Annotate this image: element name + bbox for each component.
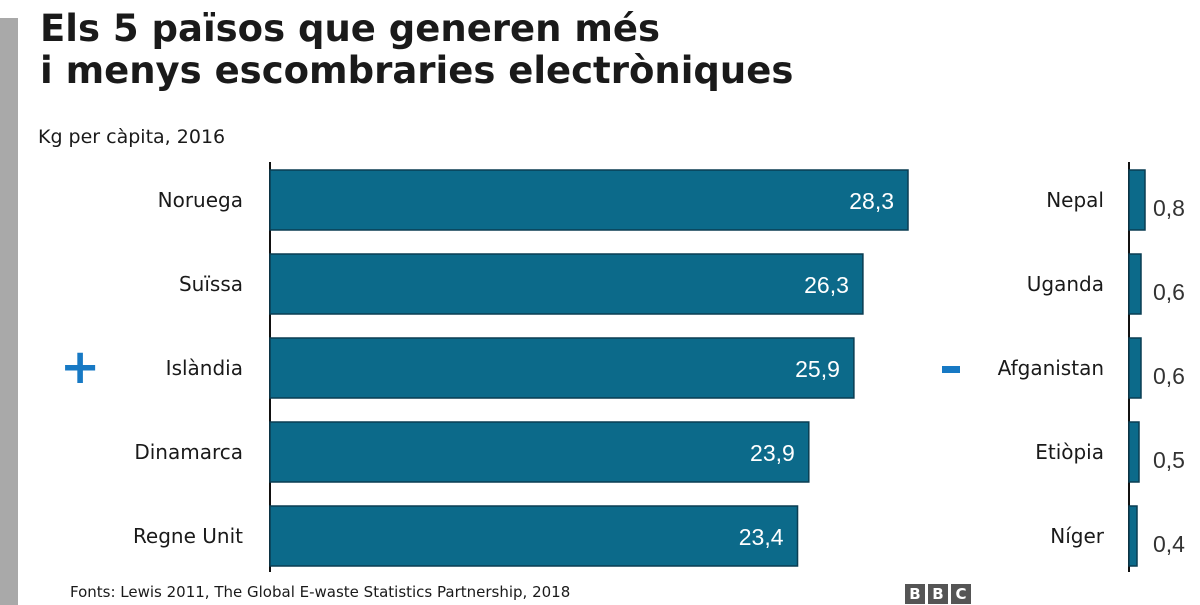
chart-title: Els 5 països que generen més i menys esc… <box>40 8 793 92</box>
left-category-label: Suïssa <box>179 272 243 296</box>
side-strip <box>0 18 18 605</box>
left-bar <box>269 337 855 399</box>
left-bar <box>269 505 799 567</box>
bbc-logo: B B C <box>905 584 971 604</box>
right-bar <box>1128 337 1142 399</box>
source-note: Fonts: Lewis 2011, The Global E-waste St… <box>70 583 571 601</box>
right-category-label: Afganistan <box>998 356 1104 380</box>
left-bar <box>269 169 909 231</box>
left-value-label: 23,4 <box>739 524 784 550</box>
right-bar <box>1128 421 1140 483</box>
bbc-logo-letter: B <box>905 584 925 604</box>
chart-subtitle: Kg per càpita, 2016 <box>38 126 226 148</box>
left-category-label: Noruega <box>158 188 243 212</box>
left-category-label: Dinamarca <box>134 440 243 464</box>
bbc-logo-letter: B <box>928 584 948 604</box>
left-value-label: 28,3 <box>849 188 894 214</box>
right-value-label: 0,6 <box>1153 363 1185 389</box>
right-value-label: 0,5 <box>1153 447 1185 473</box>
left-value-label: 26,3 <box>804 272 849 298</box>
right-category-label: Uganda <box>1027 272 1104 296</box>
left-value-label: 25,9 <box>795 356 840 382</box>
left-category-label: Regne Unit <box>133 524 243 548</box>
chart-title-line-2: i menys escombraries electròniques <box>40 49 794 92</box>
right-category-label: Nepal <box>1046 188 1104 212</box>
chart-title-line-1: Els 5 països que generen més <box>40 7 661 50</box>
bbc-logo-letter: C <box>951 584 971 604</box>
right-category-label: Níger <box>1050 524 1105 548</box>
left-value-label: 23,9 <box>750 440 795 466</box>
most-marker-plus: + <box>60 339 101 395</box>
right-value-label: 0,8 <box>1153 195 1185 221</box>
least-marker-minus <box>942 366 960 373</box>
right-value-label: 0,6 <box>1153 279 1185 305</box>
right-bar <box>1128 505 1138 567</box>
right-bar <box>1128 253 1142 315</box>
left-category-label: Islàndia <box>166 356 243 380</box>
right-bar <box>1128 169 1146 231</box>
right-value-label: 0,4 <box>1153 531 1185 557</box>
right-category-label: Etiòpia <box>1035 440 1104 464</box>
left-bar <box>269 253 864 315</box>
left-bar <box>269 421 810 483</box>
